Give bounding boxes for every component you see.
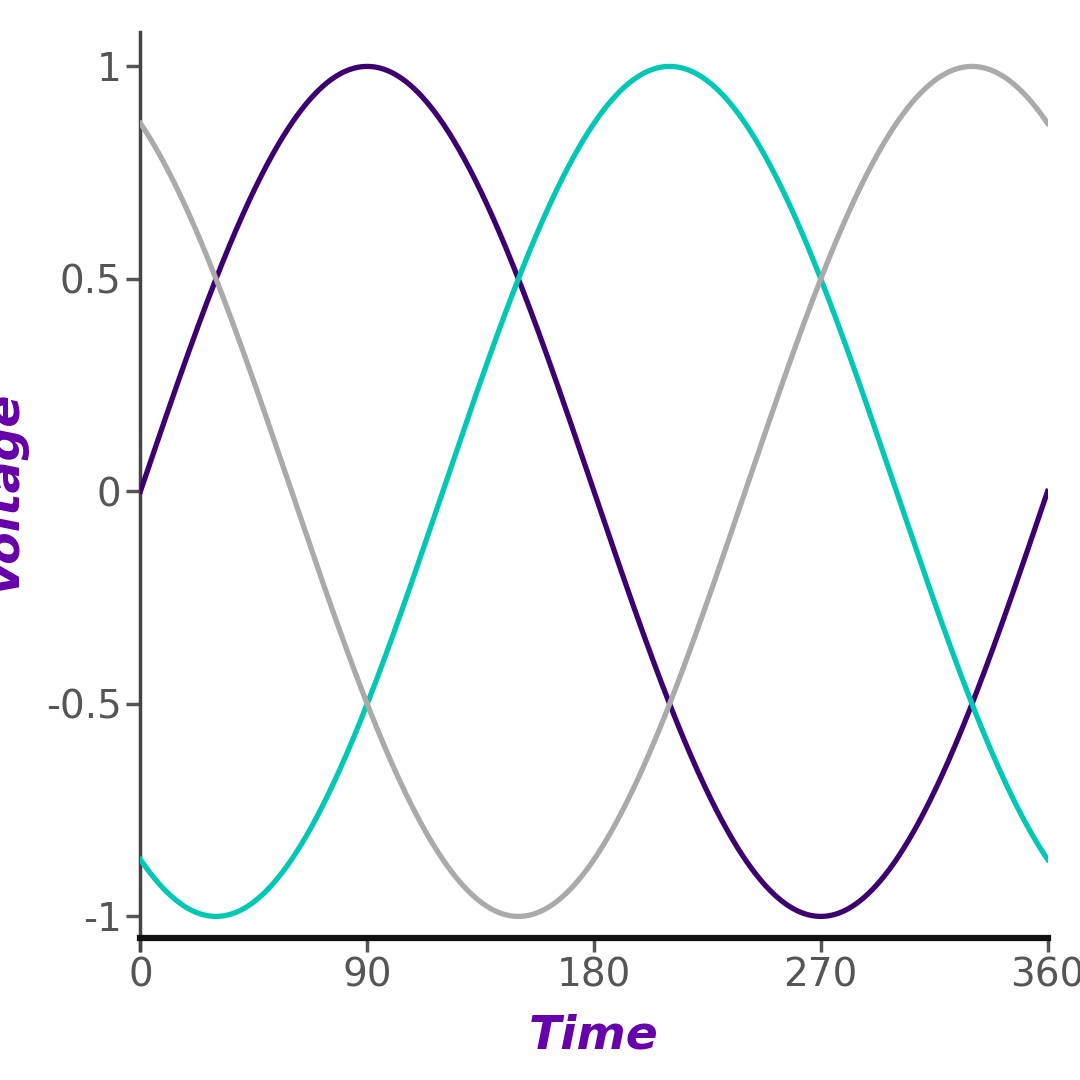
Y-axis label: Voltage: Voltage: [0, 390, 26, 593]
X-axis label: Time: Time: [529, 1014, 659, 1058]
